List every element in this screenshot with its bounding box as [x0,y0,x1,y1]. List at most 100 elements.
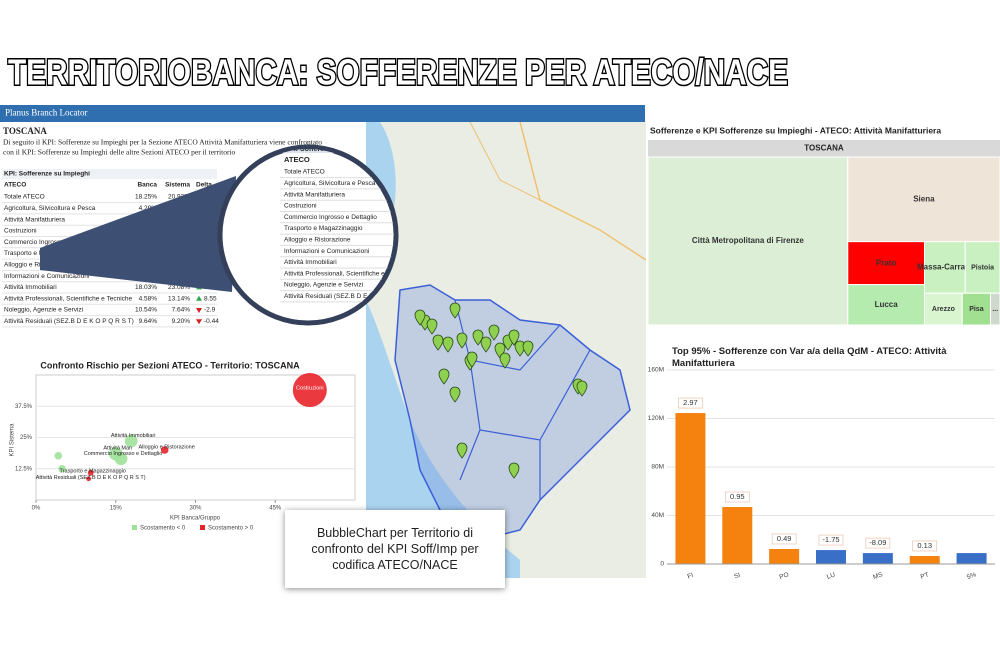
table-cell: Attività Professionali, Scientifiche e T… [4,295,133,302]
treemap-root-bg [648,140,1000,157]
var-label: 0.49 [777,534,792,543]
var-label: 0.13 [917,541,932,550]
map-pin [499,352,511,369]
kpi-heading: TOSCANA [3,126,47,136]
bar [862,553,893,564]
zoom-item: Attività Manifatturiera [284,191,345,198]
y-tick-label: 25% [20,435,33,441]
map-pin [438,368,450,385]
table-header: Banca [137,182,157,189]
treemap-label: Città Metropolitana di Firenze [692,236,805,245]
table-cell: 13.14% [168,295,190,302]
var-label-box [724,491,750,503]
map-pin [508,462,520,479]
treemap-label: Pistoia [971,264,994,271]
table-cell: Costruzioni [4,228,37,235]
var-label: -1.75 [822,535,839,544]
map-pin [432,334,444,351]
bar [909,555,940,564]
bubble [114,452,128,466]
delta-arrow [196,308,202,313]
table-cell: Agricoltura, Silvicoltura e Pesca [4,205,96,212]
table-cell: Alloggio e Ristorazione [4,262,71,269]
map-pin [456,442,468,459]
zoom-item: Trasporto e Magazzinaggio [284,225,363,232]
treemap-cell [990,292,1000,326]
bubble-label: Costruzioni [296,385,324,391]
app-bar-title: Planus Branch Locator [5,108,87,118]
y-tick-label: 40M [651,512,664,519]
treemap-cell [847,241,925,286]
bar [675,413,706,564]
table-cell: 23.08% [168,284,190,291]
y-tick-label: 160M [648,367,664,374]
x-tick-label: 45% [269,506,282,512]
treemap-label: Prato [876,258,897,267]
treemap-label: Arezzo [932,306,955,313]
page-title: TERRITORIOBANCA: SOFFERENZE PER ATECO/NA… [8,52,788,93]
zoom-item: Attività Residuali (SEZ.B D E K [284,293,374,300]
table-cell: 9.20% [172,318,191,325]
map-pin [466,351,478,368]
var-label: 2.97 [683,398,698,407]
x-axis-label: KPI Banca/Gruppo [170,516,221,522]
zoom-item: Alloggio e Ristorazione [284,237,351,244]
y-tick-label: 120M [648,415,664,422]
delta-arrow [196,295,202,301]
map-pin [414,309,426,326]
x-tick-label: SI [733,572,741,581]
treemap-label: Lucca [875,300,899,309]
bubble-label: Alloggio e Ristorazione [139,445,195,451]
var-label-box [912,540,938,552]
bar [956,553,987,564]
treemap-cell [923,292,963,326]
table-cell: 18.25% [135,194,157,201]
table-cell: Attività Immobiliari [4,284,57,291]
zoom-item: Informazioni e Comunicazioni [284,248,369,255]
y-tick-label: 80M [651,464,664,471]
map-pin [576,380,588,397]
table-cell: Noleggio, Agenzie e Servizi [4,307,83,314]
zoom-item: Commercio Ingrosso e Dettaglio [284,214,377,221]
table-cell: Informazioni e Comunicazioni [4,273,89,280]
treemap-cell [847,284,925,326]
bar [769,548,800,564]
zoom-item: Totale ATECO [284,169,325,176]
banner [0,0,1000,105]
map-pin [442,336,454,353]
map-pin [426,318,438,335]
map-pin [522,340,534,357]
map-pin [480,336,492,353]
x-tick-label: PO [779,571,790,581]
var-label: -8.09 [869,538,886,547]
bar-chart-title: Top 95% - Sofferenze con Var a/a della Q… [672,346,947,369]
zoom-title: KPI: Sofferenze [284,146,336,153]
x-tick-label: 30% [189,506,202,512]
zoom-item: Costruzioni [284,203,317,210]
table-cell: -0.44 [204,318,219,325]
table-cell: 18.03% [135,284,157,291]
table-cell: Commercio Ingrosso e Dettaglio [4,239,97,246]
table-cell: 9.64% [139,318,158,325]
x-tick-label: LU [826,571,836,581]
table-cell: Attività Residuali (SEZ.B D E K O P Q R … [4,318,134,325]
x-tick-label: MS [872,571,884,581]
table-title-bg [2,169,217,179]
bar [816,550,846,564]
bubble [58,464,66,473]
map-pin [508,329,520,346]
delta-arrow [196,319,202,325]
table-cell: 10.54% [135,307,157,314]
x-tick-label: PT [920,571,930,580]
legend-swatch [200,525,205,530]
table-title: KPI: Sofferenze su Impieghi [4,171,90,178]
bubble [54,451,63,460]
y-axis-label: KPI Sistema [10,423,16,457]
var-label-box [678,397,703,409]
bubble [292,373,327,407]
map-pin [456,332,468,349]
zoom-item: Attività Immobiliari [284,259,337,266]
y-tick-label: 0 [660,561,664,568]
bubble-title: Confronto Rischio per Sezioni ATECO - Te… [40,360,300,370]
x-tick-label: 15% [110,506,123,512]
